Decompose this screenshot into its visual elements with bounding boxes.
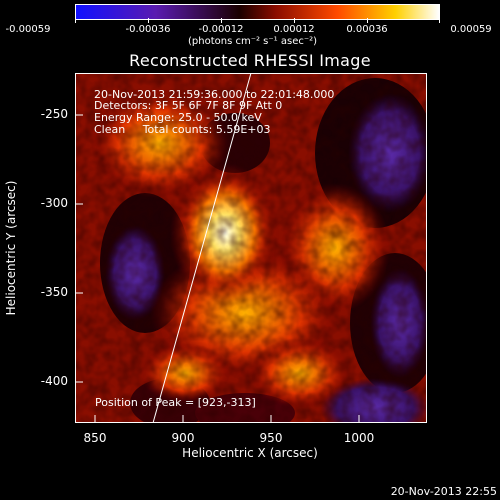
colorbar-tick-label: -0.00036 <box>125 24 171 35</box>
colorbar-tick-label: -0.00012 <box>198 24 244 35</box>
y-tick-label: -300 <box>40 196 68 210</box>
colorbar-tick-label: -0.00059 <box>5 24 51 35</box>
generation-timestamp: 20-Nov-2013 22:55 <box>390 485 497 498</box>
image-title: Reconstructed RHESSI Image <box>129 51 371 70</box>
y-tick-label: -350 <box>40 285 68 299</box>
colorbar-ticks: -0.00059 -0.00036 -0.00012 0.00012 0.000… <box>6 0 492 35</box>
x-axis-label: Heliocentric X (arcsec) <box>182 446 318 460</box>
detectors-text: Detectors: 3F 5F 6F 7F 8F 9F Att 0 <box>94 99 283 112</box>
x-tick-label: 1000 <box>343 431 375 445</box>
y-tick-label: -400 <box>40 374 68 388</box>
x-tick-label: 900 <box>171 431 195 445</box>
peak-position-text: Position of Peak = [923,-313] <box>95 396 256 409</box>
colorbar-unit-label: (photons cm⁻² s⁻¹ asec⁻²) <box>188 36 318 47</box>
x-tick-label: 850 <box>83 431 107 445</box>
colorbar-tick-label: 0.00059 <box>450 24 492 35</box>
rhessi-image <box>75 73 427 423</box>
clean-counts-text: Clean Total counts: 5.59E+03 <box>94 123 271 136</box>
time-range-text: 20-Nov-2013 21:59:36.000 to 22:01:48.000 <box>94 88 335 101</box>
energy-range-text: Energy Range: 25.0 - 50.0 keV <box>94 111 262 124</box>
colorbar-tick-label: 0.00012 <box>273 24 315 35</box>
y-tick-label: -250 <box>40 107 68 121</box>
colorbar-tick-label: 0.00036 <box>346 24 388 35</box>
y-axis-label: Heliocentric Y (arcsec) <box>4 180 18 316</box>
colorbar <box>75 4 440 20</box>
x-tick-label: 950 <box>259 431 283 445</box>
